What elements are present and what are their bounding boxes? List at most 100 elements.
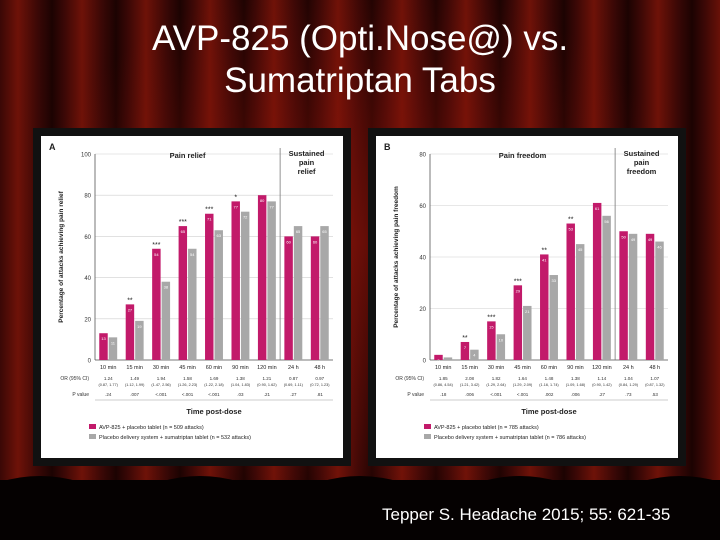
stage-floor [0,480,720,540]
x-tick-label: 48 h [649,365,660,371]
confidence-interval: (1.12, 1.99) [125,383,145,387]
p-value: .21 [264,392,271,397]
confidence-interval: (1.22, 2.18) [204,383,224,387]
bar-sumatriptan [655,241,664,360]
bar-value-label: 60 [286,239,291,244]
bar-value-label: 65 [322,229,327,234]
y-tick-label: 0 [88,359,92,365]
sustained-title: Sustained [289,149,325,158]
bar-value-label: 46 [657,245,662,250]
bar-value-label: 63 [217,233,222,238]
odds-ratio: 1.82 [492,376,501,381]
y-tick-label: 20 [419,307,426,313]
bar-value-label: 49 [631,237,636,242]
confidence-interval: (0.86, 4.54) [434,383,454,387]
y-axis-label: Percentage of attacks achieving pain fre… [393,186,400,328]
panel-label: B [384,142,391,152]
p-value: .006 [465,392,474,397]
p-value: <.001 [182,392,194,397]
bar-value-label: 11 [111,340,116,345]
confidence-interval: (1.21, 3.42) [460,383,480,387]
odds-ratio: 1.04 [624,376,633,381]
x-tick-label: 90 min [232,365,249,371]
bar-sumatriptan [161,281,171,360]
y-tick-label: 40 [419,256,426,262]
odds-ratio: 1.85 [439,376,448,381]
odds-ratio: 1.64 [518,376,527,381]
confidence-interval: (1.16, 1.74) [539,383,559,387]
p-value-row-label: P value [72,392,89,398]
bar-value-label: 50 [621,234,626,239]
legend-swatch-avp825 [89,424,96,429]
bar-avp825 [205,213,214,360]
bar-avp825 [99,333,108,360]
bar-value-label: 54 [190,252,195,257]
x-tick-label: 120 min [257,365,277,371]
p-value: .73 [625,392,632,397]
bar-avp825 [566,223,575,360]
bar-sumatriptan [108,337,118,360]
bar-sumatriptan [443,357,453,360]
y-tick-label: 60 [419,204,426,210]
bar-value-label: 61 [595,206,600,211]
odds-ratio: 1.14 [598,376,607,381]
x-tick-label: 15 min [126,365,143,371]
bar-value-label: 56 [604,219,609,224]
y-tick-label: 40 [84,276,91,282]
bar-avp825 [284,236,293,360]
odds-ratio: 1.38 [236,376,245,381]
bar-value-label: 7 [464,345,467,350]
odds-ratio: 1.38 [571,376,580,381]
confidence-interval: (0.87, 1.77) [99,383,119,387]
bar-value-label: 29 [516,288,521,293]
significance-marker: *** [205,207,213,214]
sustained-title: Sustained [624,149,660,158]
bar-value-label: 41 [542,257,547,262]
bar-avp825 [152,248,161,360]
bar-sumatriptan [602,215,611,360]
sustained-title: freedom [627,167,657,176]
bar-sumatriptan [628,233,638,360]
p-value: <.001 [490,392,502,397]
x-tick-label: 30 min [153,365,170,371]
significance-marker: ** [542,247,548,254]
significance-marker: ** [462,335,468,342]
odds-ratio: 1.94 [157,376,166,381]
confidence-interval: (1.09, 1.68) [566,383,586,387]
bar-avp825 [645,233,655,360]
legend-entry-avp825: AVP-825 + placebo tablet (n = 509 attack… [99,425,204,431]
slide-title-line-2: Sumatriptan Tabs [224,61,496,100]
bar-value-label: 2 [437,358,440,363]
y-axis-label: Percentage of attacks achieving pain rel… [58,190,65,322]
odds-ratio: 1.69 [210,376,219,381]
x-tick-label: 120 min [592,365,612,371]
bar-avp825 [513,285,523,360]
significance-marker: ** [127,297,133,304]
bar-value-label: 33 [552,278,557,283]
y-tick-label: 60 [84,235,91,241]
p-value: .81 [317,392,324,397]
bar-value-label: 21 [525,309,530,314]
bar-avp825 [460,341,470,360]
y-tick-label: 0 [423,359,427,365]
confidence-interval: (0.72, 1.23) [310,383,330,387]
pain-freedom-chart: B 0 20 40 60 80 Pain freedom Sustainedpainfreed… [376,136,678,458]
odds-ratio-row-label: OR (95% CI) [60,376,89,382]
sustained-title: pain [299,158,315,167]
bar-value-label: 71 [207,217,212,222]
odds-ratio: 1.49 [130,376,139,381]
x-tick-label: 60 min [541,365,558,371]
p-value: .53 [652,392,659,397]
bar-value-label: 77 [233,204,238,209]
p-value: .002 [545,392,554,397]
bar-value-label: 65 [296,229,301,234]
p-value: <.001 [517,392,529,397]
x-tick-label: 24 h [288,365,299,371]
bar-sumatriptan [214,230,223,360]
bar-value-label: 80 [260,198,265,203]
x-axis-label: Time post-dose [521,407,576,416]
x-tick-label: 90 min [567,365,584,371]
odds-ratio: 1.21 [263,376,272,381]
section-title: Pain freedom [499,151,547,160]
bar-sumatriptan [320,226,329,360]
